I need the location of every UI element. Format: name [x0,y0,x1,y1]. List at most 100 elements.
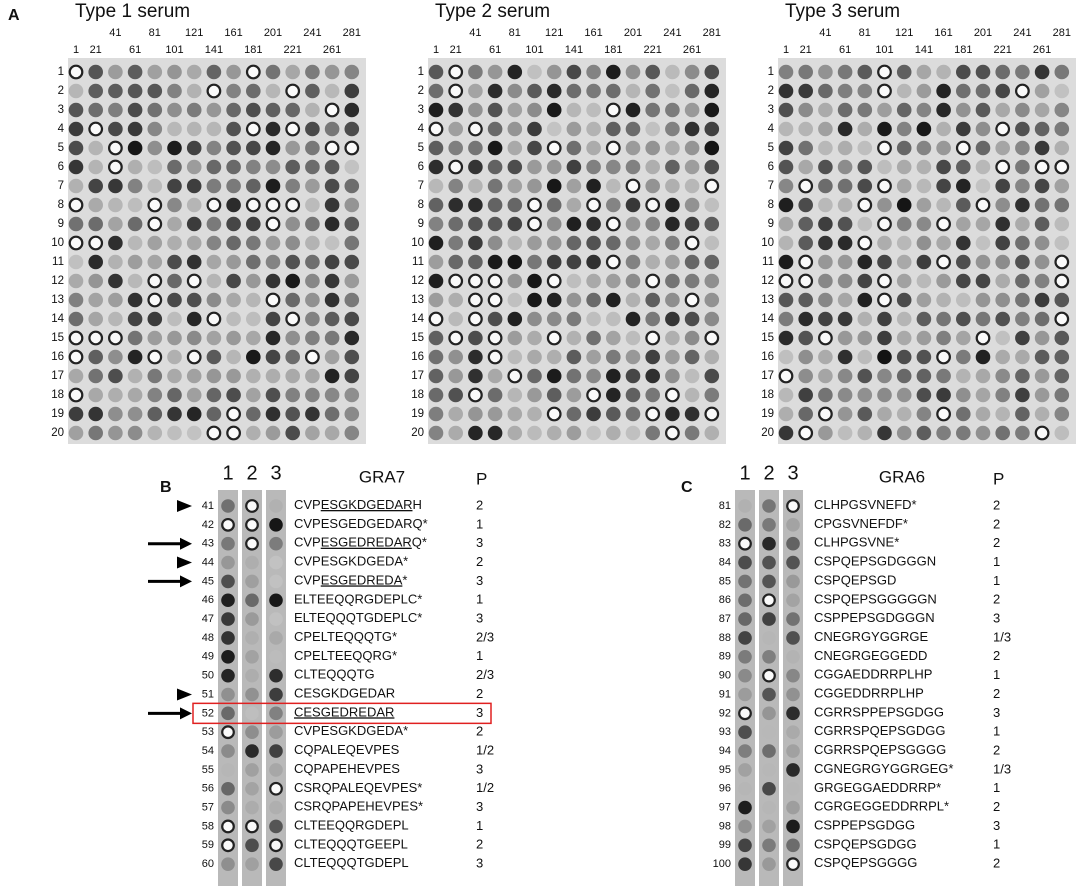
spot [738,838,752,853]
p-header: P [993,469,1004,488]
column-label: 161 [584,27,602,39]
spot [625,406,641,422]
spot [468,121,483,137]
spot [448,83,464,99]
spot [704,102,720,118]
spot [1034,387,1050,403]
row-label: 8 [58,199,64,211]
spot [762,725,776,739]
row-label: 12 [411,275,424,287]
p-value: 1/3 [993,629,1011,644]
panel-label: C [681,479,693,496]
spot [778,216,794,232]
spot [88,83,103,99]
spot [762,744,776,758]
spot [344,254,360,270]
row-id: 43 [202,538,214,550]
spot [468,178,483,194]
spot [798,235,813,251]
spot [507,102,523,118]
spot [566,216,582,232]
spot [837,121,853,137]
spot [186,425,202,441]
spot [645,140,660,156]
spot [527,159,542,175]
spot [324,387,340,403]
spot [786,781,800,796]
spot [1015,311,1030,327]
sequence-part: CSRQPAPEHEVPES* [294,799,423,814]
spot [285,83,301,99]
spot [68,102,84,118]
spot [818,349,833,365]
spot [245,517,259,532]
spot [487,121,503,137]
spot [1054,330,1070,346]
sequence: CSRQPAPEHEVPES* [294,799,423,814]
spot [837,64,853,80]
spot [956,64,971,80]
p-value: 2 [993,516,1000,531]
spot [606,273,621,289]
spot [245,593,259,608]
spot [186,349,202,365]
spot [586,178,601,194]
spot [877,235,892,251]
spot [665,349,680,365]
spot [704,425,720,441]
sequence: CLHPGSVNE* [814,535,899,550]
spot [625,387,641,403]
column-label: 281 [703,27,721,39]
spot [586,159,601,175]
spot [837,159,853,175]
spot [1054,235,1070,251]
spot [127,235,143,251]
spot [1034,159,1050,175]
spot [1015,349,1030,365]
spot [468,235,483,251]
spot [68,368,84,384]
spot [837,140,853,156]
spot [786,819,800,834]
spot [448,368,464,384]
column-label: 1 [73,44,79,56]
spot [916,178,932,194]
spot [1034,368,1050,384]
spot [167,216,182,232]
spot [798,140,813,156]
spot [147,387,163,403]
spot [226,273,241,289]
spot [916,368,932,384]
spot [324,292,340,308]
spot [68,311,84,327]
spot [127,102,143,118]
spot [1034,197,1050,213]
spot [285,121,301,137]
spot [762,857,776,871]
spot [936,140,951,156]
spot [586,425,601,441]
sequence: CVPESGEDGEDARQ* [294,516,428,531]
spot [1015,368,1030,384]
row-label: 15 [51,332,64,344]
spot [896,216,912,232]
spot [916,292,932,308]
row-id: 47 [202,613,214,625]
spot [186,102,202,118]
spot [956,235,971,251]
spot [645,121,660,137]
spot [127,216,143,232]
spot [975,102,991,118]
spot [88,254,103,270]
sequence: CLTEQQQTGEEPL [294,837,408,852]
spot [245,499,259,513]
spot [995,254,1010,270]
sequence-part: CGGAEDDRRPLHP [814,667,932,682]
sequence: CNEGRGEGGEDD [814,648,927,663]
sequence-part: CVP [294,497,321,512]
spot [527,235,542,251]
spot [108,235,123,251]
spot [738,631,752,645]
spot [606,178,621,194]
spot [344,216,360,232]
